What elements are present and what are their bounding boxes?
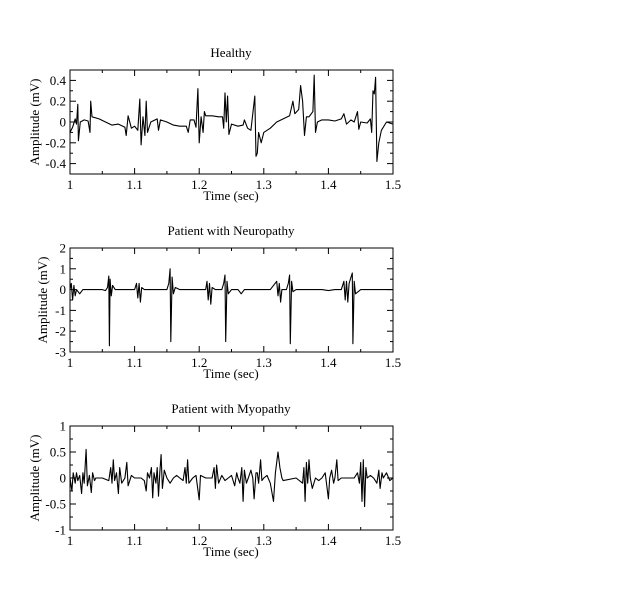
y-tick-label: -2 (55, 324, 66, 339)
plot-area: 1 1.1 1.2 1.3 1.4 1.5 -1 -0.5 0 0.5 1 (45, 419, 401, 549)
y-tick-label: -3 (55, 345, 66, 360)
x-tick-label: 1.2 (191, 533, 207, 548)
axes-frame (69, 69, 394, 175)
y-tick-label: -0.2 (45, 135, 66, 150)
y-tick-label: -0.5 (45, 497, 66, 512)
x-tick-label: 1.3 (256, 533, 272, 548)
x-tick-label: 1.3 (256, 177, 272, 192)
signal-line (69, 448, 394, 508)
signal-line (69, 74, 394, 163)
x-tick-label: 1.4 (320, 177, 337, 192)
y-tick-label: 0 (60, 115, 67, 130)
x-tick-label: 1.1 (126, 355, 142, 370)
x-tick-label: 1.5 (385, 533, 401, 548)
x-axis-label: Time (sec) (203, 544, 259, 559)
x-tick-label: 1.3 (256, 355, 272, 370)
chart-title: Patient with Myopathy (171, 401, 291, 416)
y-tick-label: 0 (60, 282, 67, 297)
x-axis-label: Time (sec) (203, 188, 259, 203)
y-tick-label: 0.5 (50, 445, 66, 460)
y-axis-label: Amplitude (mV) (27, 434, 42, 521)
x-tick-label: 1 (67, 355, 74, 370)
panel-healthy: Healthy Time (sec) Amplitude (mV) (27, 45, 259, 203)
y-tick-label: 1 (60, 261, 67, 276)
x-tick-label: 1.5 (385, 355, 401, 370)
x-tick-label: 1 (67, 533, 74, 548)
x-tick-label: 1.1 (126, 533, 142, 548)
plot-area: 1 1.1 1.2 1.3 1.4 1.5 -3 -2 -1 0 1 2 (55, 241, 401, 371)
y-axis-label: Amplitude (mV) (35, 256, 50, 343)
x-tick-label: 1.5 (385, 177, 401, 192)
x-tick-label: 1.2 (191, 355, 207, 370)
x-tick-label: 1.4 (320, 355, 337, 370)
y-axis-label: Amplitude (mV) (27, 78, 42, 165)
plot-area: 1 1.1 1.2 1.3 1.4 1.5 -0.4 -0.2 0 0.2 0.4 (45, 69, 401, 192)
x-tick-label: 1.4 (320, 533, 337, 548)
signal-line (69, 268, 393, 347)
y-tick-label: 0.2 (50, 94, 66, 109)
y-tick-label: -0.4 (45, 156, 66, 171)
x-tick-label: 1.1 (126, 177, 142, 192)
y-tick-label: -1 (55, 303, 66, 318)
panel-myopathy: Patient with Myopathy Time (sec) Amplitu… (27, 401, 291, 559)
y-tick-label: 1 (60, 419, 67, 434)
x-tick-label: 1.2 (191, 177, 207, 192)
x-axis-label: Time (sec) (203, 366, 259, 381)
chart-title: Patient with Neuropathy (167, 223, 295, 238)
chart-title: Healthy (210, 45, 252, 60)
y-tick-label: 0 (60, 471, 67, 486)
axes-frame (69, 247, 394, 353)
x-tick-label: 1 (67, 177, 74, 192)
y-tick-label: 2 (60, 241, 67, 256)
y-tick-label: -1 (55, 523, 66, 538)
panel-neuropathy: Patient with Neuropathy Time (sec) Ampli… (35, 223, 295, 381)
y-tick-label: 0.4 (50, 73, 67, 88)
